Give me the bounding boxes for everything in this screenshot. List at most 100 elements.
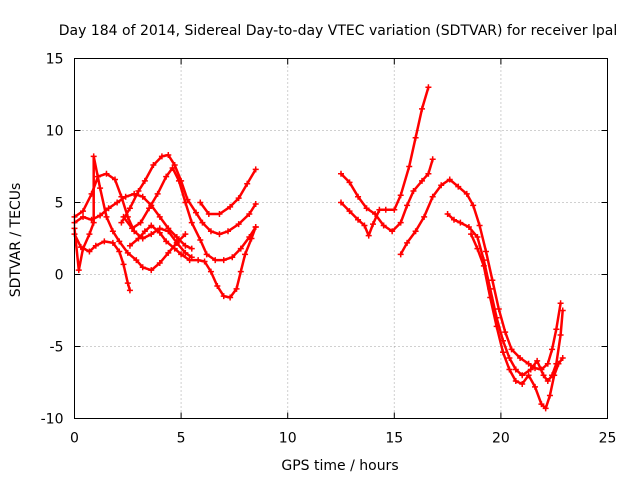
data-point — [534, 357, 541, 364]
data-point — [126, 205, 133, 212]
data-point — [150, 162, 157, 169]
data-point — [173, 234, 180, 241]
data-point — [363, 205, 370, 212]
data-point — [372, 211, 379, 218]
data-point — [487, 294, 494, 301]
x-axis-label: GPS time / hours — [281, 458, 398, 474]
data-point — [109, 228, 116, 235]
x-tick-label: 15 — [385, 431, 403, 447]
data-point — [182, 242, 189, 249]
data-point — [346, 179, 353, 186]
data-point — [105, 205, 112, 212]
data-point — [500, 349, 507, 356]
data-point — [493, 323, 500, 330]
data-point — [512, 378, 519, 385]
data-point — [457, 219, 464, 226]
data-point — [86, 248, 93, 255]
data-point — [182, 249, 189, 256]
data-point — [532, 383, 539, 390]
series-arc-b3 — [397, 176, 564, 373]
data-point — [429, 156, 436, 163]
data-point — [404, 202, 411, 209]
data-point — [365, 232, 372, 239]
data-point — [156, 229, 163, 236]
data-point — [248, 235, 255, 242]
data-point — [90, 219, 97, 226]
series-arc-a4 — [71, 153, 189, 274]
data-point — [114, 199, 121, 206]
data-point — [175, 177, 182, 184]
data-point — [139, 264, 146, 271]
data-point — [474, 234, 481, 241]
data-point — [450, 216, 457, 223]
data-point — [446, 176, 453, 183]
data-point — [214, 283, 221, 290]
data-point — [468, 231, 475, 238]
data-point — [148, 267, 155, 274]
data-point — [235, 195, 242, 202]
data-point — [101, 238, 108, 245]
data-point — [165, 249, 172, 256]
data-point — [165, 151, 172, 158]
data-point — [519, 380, 526, 387]
data-point — [376, 206, 383, 213]
data-point — [544, 360, 551, 367]
series-arc-b5 — [468, 231, 566, 412]
data-point — [80, 213, 87, 220]
data-point — [193, 209, 200, 216]
data-point — [112, 176, 119, 183]
data-point — [156, 259, 163, 266]
data-point — [463, 190, 470, 197]
y-tick-label: 15 — [46, 52, 64, 68]
y-tick-label: 0 — [55, 268, 64, 284]
y-tick-label: 10 — [46, 124, 64, 140]
series-arc-b2 — [338, 156, 436, 235]
data-point — [438, 182, 445, 189]
data-point — [165, 225, 172, 232]
data-point — [186, 257, 193, 264]
data-point — [389, 228, 396, 235]
data-point — [201, 258, 208, 265]
data-point — [559, 307, 566, 314]
data-point — [135, 187, 142, 194]
data-point — [146, 205, 153, 212]
data-point — [397, 219, 404, 226]
data-point — [158, 153, 165, 160]
data-point — [124, 280, 131, 287]
data-point — [525, 360, 532, 367]
data-point — [90, 153, 97, 160]
data-point — [346, 208, 353, 215]
data-point — [444, 211, 451, 218]
data-point — [397, 251, 404, 258]
chart-title: Day 184 of 2014, Sidereal Day-to-day VTE… — [59, 23, 617, 39]
data-point — [361, 222, 368, 229]
series-arc-a7 — [126, 222, 259, 301]
data-point — [122, 193, 129, 200]
data-point — [120, 213, 127, 220]
data-point — [197, 199, 204, 206]
data-point — [237, 268, 244, 275]
data-point — [137, 219, 144, 226]
data-point — [382, 206, 389, 213]
data-point — [141, 228, 148, 235]
data-point — [425, 170, 432, 177]
data-point — [86, 231, 93, 238]
data-point — [109, 239, 116, 246]
data-point — [557, 331, 564, 338]
data-point — [188, 245, 195, 252]
y-tick-label: -10 — [41, 412, 64, 428]
data-point — [203, 251, 210, 258]
series-line — [339, 158, 434, 233]
data-point — [124, 249, 131, 256]
series-arc-a8 — [197, 166, 259, 218]
data-point — [103, 170, 110, 177]
data-point — [244, 180, 251, 187]
data-point — [502, 329, 509, 336]
data-point — [212, 257, 219, 264]
data-point — [246, 211, 253, 218]
data-point — [97, 212, 104, 219]
data-point — [235, 221, 242, 228]
data-point — [182, 199, 189, 206]
data-point — [474, 245, 481, 252]
data-point — [169, 164, 176, 171]
